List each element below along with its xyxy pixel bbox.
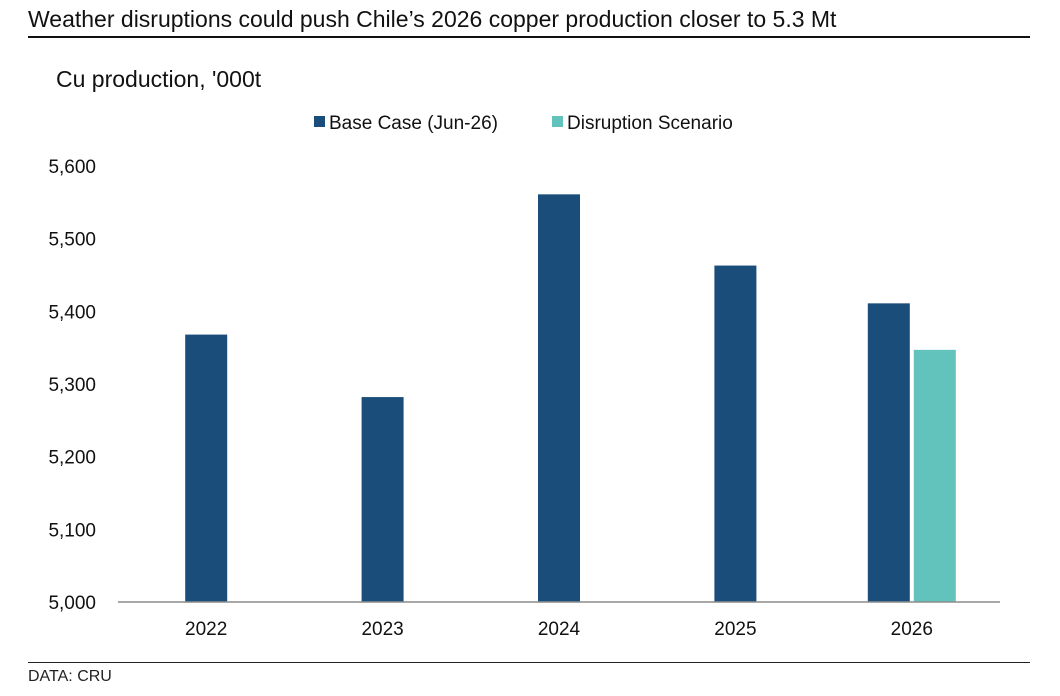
legend-label: Base Case (Jun-26) [329, 113, 498, 134]
x-tick-label: 2025 [714, 619, 756, 640]
footer-divider [28, 662, 1030, 663]
legend: Base Case (Jun-26) Disruption Scenario [314, 113, 733, 134]
bar-2022-series-0 [185, 334, 228, 602]
x-tick-label: 2022 [185, 619, 227, 640]
x-tick-label: 2026 [891, 619, 933, 640]
y-tick-label: 5,500 [48, 230, 96, 251]
x-axis: 2022 2023 2024 2025 2026 [118, 601, 1000, 640]
bar-2025-series-0 [714, 265, 757, 602]
y-tick-label: 5,100 [48, 520, 96, 541]
chart-subtitle: Cu production, '000t [56, 66, 262, 92]
y-tick-label: 5,400 [48, 302, 96, 323]
x-tick-label: 2023 [361, 619, 403, 640]
legend-swatch [552, 116, 563, 127]
bar-2024-series-0 [538, 194, 580, 602]
bar-2026-series-0 [867, 303, 910, 602]
y-axis: 5,000 5,100 5,200 5,300 5,400 5,500 5,600 [48, 157, 96, 614]
bar-2026-series-1 [913, 349, 956, 602]
y-tick-label: 5,200 [48, 448, 96, 469]
y-tick-label: 5,000 [48, 593, 96, 614]
bars [185, 194, 956, 602]
x-tick-label: 2024 [538, 619, 581, 640]
y-tick-label: 5,300 [48, 375, 96, 396]
legend-label: Disruption Scenario [567, 113, 733, 134]
legend-swatch [314, 116, 325, 127]
title-divider [28, 36, 1030, 38]
chart-title: Weather disruptions could push Chile’s 2… [28, 6, 837, 32]
bar-2023-series-0 [361, 397, 404, 602]
source-note: DATA: CRU [28, 668, 112, 685]
y-tick-label: 5,600 [48, 157, 96, 178]
